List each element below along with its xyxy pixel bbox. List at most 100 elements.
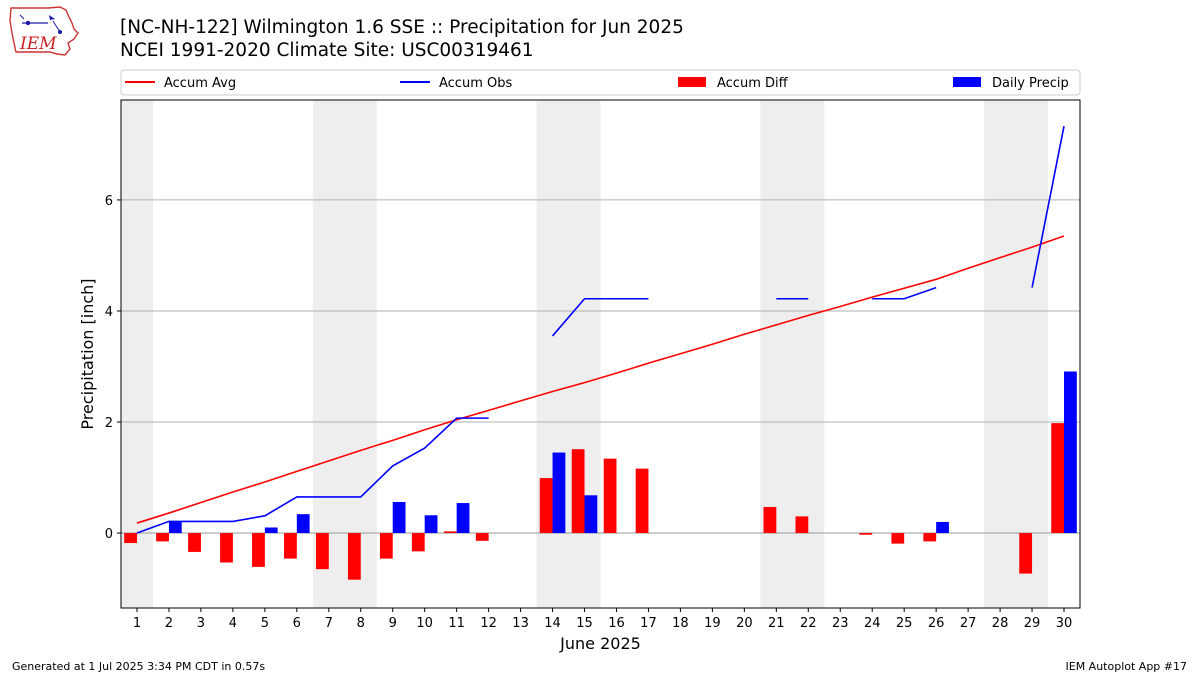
daily-bar-day-2	[168, 521, 182, 534]
x-tick-label-15: 15	[576, 616, 593, 631]
legend-box	[120, 69, 1081, 96]
x-tick-label-12: 12	[480, 616, 497, 631]
weekend-shade-4	[984, 100, 1049, 608]
x-tick-label-27: 27	[960, 616, 977, 631]
x-tick-label-19: 19	[704, 616, 721, 631]
y-axis-label: Precipitation [inch]	[78, 278, 97, 429]
legend-accum-diff-label: Accum Diff	[717, 76, 789, 91]
x-tick-label-30: 30	[1056, 616, 1073, 631]
x-tick-label-8: 8	[357, 616, 365, 631]
diff-bar-day-26	[923, 533, 937, 542]
iem-logo: IEM	[9, 6, 79, 56]
daily-bar-day-26	[936, 521, 949, 534]
legend-daily-precip-label: Daily Precip	[992, 76, 1069, 91]
diff-bar-day-9	[379, 533, 393, 559]
daily-bar-day-9	[392, 501, 406, 534]
diff-bar-day-8	[347, 533, 361, 580]
chart-title: [NC-NH-122] Wilmington 1.6 SSE :: Precip…	[120, 17, 684, 38]
legend-accum-obs-label: Accum Obs	[439, 76, 512, 91]
x-tick-label-23: 23	[832, 616, 849, 631]
x-axis-ticks: 1 2 3 4 5 6 7 8 9 10 11 12 13 14 15 16 17 18 19 20 21 22 23 24 2…	[133, 608, 1072, 631]
daily-bar-day-6	[296, 514, 310, 534]
diff-bar-day-7	[315, 533, 329, 570]
daily-bar-day-30	[1064, 371, 1077, 534]
accum-obs-segment-3	[872, 286, 937, 300]
diff-bar-day-17	[635, 468, 649, 534]
daily-bar-day-5	[264, 527, 278, 534]
diff-bar-day-24	[859, 533, 873, 535]
daily-bar-day-11	[456, 503, 470, 534]
daily-bar-day-15	[584, 495, 598, 534]
weekend-shade-1	[312, 100, 377, 608]
accum-avg-segment-0	[136, 235, 1065, 524]
x-tick-label-22: 22	[800, 616, 817, 631]
diff-bar-day-16	[603, 458, 617, 534]
x-tick-label-5: 5	[261, 616, 269, 631]
app-footer: IEM Autoplot App #17	[1065, 660, 1188, 673]
chart-subtitle: NCEI 1991-2020 Climate Site: USC00319461	[120, 40, 534, 61]
diff-bar-day-30	[1051, 423, 1065, 534]
diff-bar-day-6	[284, 533, 297, 559]
y-axis-ticks: 0 2 4 6	[105, 194, 121, 542]
diff-bar-day-21	[763, 506, 777, 534]
x-tick-label-2: 2	[165, 616, 173, 631]
diff-bar-day-12	[475, 533, 489, 541]
x-tick-label-21: 21	[768, 616, 785, 631]
accum-obs-line	[136, 125, 1065, 534]
diff-bar-day-25	[891, 533, 905, 544]
x-tick-label-28: 28	[992, 616, 1009, 631]
y-tick-label-2: 2	[105, 416, 113, 431]
x-tick-label-20: 20	[736, 616, 753, 631]
weekend-shade-0	[121, 100, 153, 608]
y-tick-label-0: 0	[105, 527, 113, 542]
diff-bar-day-15	[571, 449, 585, 534]
legend-daily-precip-swatch	[953, 77, 981, 87]
x-axis-label: June 2025	[559, 634, 641, 653]
diff-bar-day-29	[1019, 533, 1033, 574]
y-tick-label-4: 4	[105, 305, 113, 320]
x-tick-label-18: 18	[672, 616, 689, 631]
legend: Accum Avg Accum Obs Accum Diff Daily Precip	[120, 69, 1081, 96]
x-tick-label-24: 24	[864, 616, 881, 631]
diff-bar-day-1	[124, 533, 137, 544]
accum-avg-line	[136, 235, 1065, 524]
x-tick-label-16: 16	[608, 616, 625, 631]
y-tick-label-6: 6	[105, 194, 113, 209]
daily-precip-bars	[168, 371, 1077, 534]
x-tick-label-3: 3	[197, 616, 205, 631]
legend-accum-avg-label: Accum Avg	[164, 76, 236, 91]
x-tick-label-11: 11	[448, 616, 465, 631]
diff-bar-day-14	[539, 478, 553, 534]
x-tick-label-25: 25	[896, 616, 913, 631]
daily-bar-day-10	[424, 515, 438, 534]
x-tick-label-6: 6	[293, 616, 301, 631]
x-tick-label-10: 10	[416, 616, 433, 631]
x-tick-label-9: 9	[389, 616, 397, 631]
legend-accum-diff-swatch	[678, 77, 706, 87]
x-tick-label-7: 7	[325, 616, 333, 631]
diff-bar-day-22	[795, 516, 809, 534]
x-tick-label-26: 26	[928, 616, 945, 631]
accum-obs-segment-0	[136, 417, 489, 534]
diff-bar-day-3	[188, 533, 201, 552]
x-tick-label-1: 1	[133, 616, 141, 631]
logo-text: IEM	[19, 34, 57, 54]
x-tick-label-14: 14	[544, 616, 561, 631]
plot-frame	[120, 99, 1081, 609]
accum-obs-segment-4	[1031, 125, 1065, 288]
diff-bar-day-2	[156, 533, 169, 542]
diff-bar-day-4	[220, 533, 233, 563]
x-tick-label-17: 17	[640, 616, 657, 631]
weekend-shading	[121, 100, 1049, 608]
generated-footer: Generated at 1 Jul 2025 3:34 PM CDT in 0…	[12, 660, 266, 673]
x-tick-label-29: 29	[1024, 616, 1041, 631]
diff-bar-day-10	[411, 533, 425, 552]
x-tick-label-13: 13	[512, 616, 529, 631]
x-tick-label-4: 4	[229, 616, 237, 631]
accum-diff-bars	[124, 423, 1065, 580]
daily-bar-day-14	[552, 452, 566, 534]
diff-bar-day-11	[443, 531, 457, 534]
diff-bar-day-5	[252, 533, 265, 567]
accum-obs-segment-1	[551, 297, 649, 337]
